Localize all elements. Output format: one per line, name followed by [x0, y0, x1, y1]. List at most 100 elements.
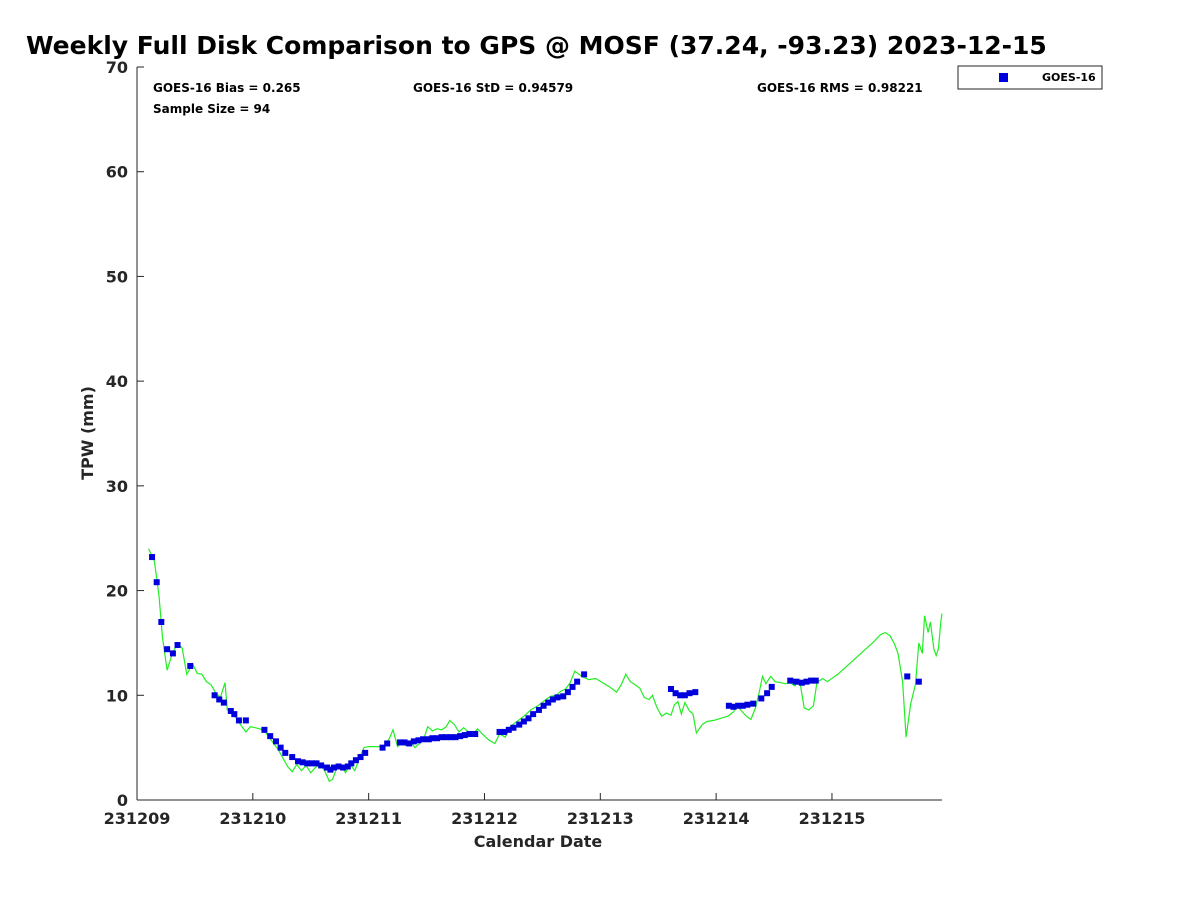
goes16-point: [164, 646, 171, 653]
goes16-point: [581, 671, 588, 678]
bias-stat: GOES-16 Bias = 0.265: [153, 81, 301, 95]
legend-box: [957, 65, 1103, 90]
x-axis-label: Calendar Date: [474, 832, 603, 851]
goes16-point: [327, 766, 334, 773]
goes16-series: [149, 554, 922, 773]
goes16-point: [344, 763, 351, 770]
goes16-point: [410, 738, 417, 745]
goes16-point: [295, 758, 301, 765]
x-tick-label: 231212: [451, 809, 518, 828]
goes16-point: [216, 696, 223, 703]
goes16-point: [560, 693, 567, 700]
goes16-point: [793, 678, 800, 685]
goes16-point: [530, 711, 537, 718]
goes16-point: [447, 734, 454, 741]
goes16-point: [496, 728, 503, 735]
goes16-point: [569, 683, 576, 690]
goes16-point: [466, 731, 473, 738]
std-stat: GOES-16 StD = 0.94579: [413, 81, 573, 95]
goes16-point: [725, 702, 732, 709]
goes16-point: [401, 739, 408, 746]
goes16-point: [787, 677, 794, 684]
goes16-point: [443, 734, 450, 741]
goes16-point: [323, 764, 330, 771]
goes16-point: [362, 749, 369, 756]
goes16-point: [335, 763, 342, 770]
goes16-point: [803, 678, 810, 685]
goes16-point: [764, 690, 771, 697]
goes16-point: [420, 736, 427, 743]
goes16-point: [505, 726, 512, 733]
y-tick-label: 50: [106, 267, 128, 286]
goes16-point: [340, 764, 347, 771]
goes16-point: [174, 642, 181, 649]
goes16-point: [231, 711, 238, 718]
goes16-point: [227, 707, 234, 714]
goes16-point: [758, 695, 765, 702]
goes16-point: [692, 689, 699, 696]
goes16-point: [304, 760, 311, 767]
goes16-point: [904, 673, 911, 680]
legend: GOES-16: [957, 65, 1103, 90]
goes16-point: [357, 754, 364, 761]
gps-series: [148, 548, 943, 783]
goes16-point: [272, 738, 279, 745]
y-tick-label: 0: [117, 791, 128, 810]
goes16-point: [384, 740, 391, 747]
goes16-point: [318, 762, 325, 769]
gps-line: [148, 548, 943, 783]
y-tick-label: 10: [106, 686, 128, 705]
x-tick-label: 231213: [567, 809, 634, 828]
goes16-point: [501, 728, 508, 735]
goes16-point: [261, 726, 268, 733]
goes16-point: [686, 690, 693, 697]
sample-size-stat: Sample Size = 94: [153, 102, 270, 116]
goes16-point: [545, 699, 552, 706]
goes16-point: [330, 764, 337, 771]
goes16-point: [299, 759, 306, 766]
legend-marker: [999, 73, 1008, 82]
goes16-point: [739, 702, 746, 709]
goes16-point: [667, 686, 674, 693]
plot-area: [137, 67, 942, 800]
goes16-point: [379, 744, 386, 751]
goes16-point: [267, 733, 274, 740]
goes16-point: [677, 692, 684, 699]
goes16-point: [425, 736, 432, 743]
goes16-point: [516, 721, 523, 728]
goes16-point: [461, 732, 468, 739]
goes16-point: [457, 733, 464, 740]
x-tick-label: 231214: [683, 809, 750, 828]
goes16-point: [158, 618, 165, 625]
goes16-point: [520, 718, 527, 725]
goes16-point: [396, 739, 403, 746]
y-tick-label: 60: [106, 163, 128, 182]
goes16-point: [415, 737, 422, 744]
goes16-point: [211, 692, 218, 699]
goes16-point: [574, 678, 581, 685]
goes16-point: [438, 734, 445, 741]
goes16-point: [730, 703, 737, 710]
goes16-point: [735, 702, 742, 709]
goes16-point: [768, 683, 775, 690]
goes16-point: [535, 706, 542, 713]
x-tick-label: 231209: [104, 809, 171, 828]
goes16-point: [472, 731, 479, 738]
goes16-point: [406, 740, 413, 747]
y-tick-label: 30: [106, 477, 128, 496]
goes16-point: [554, 694, 561, 701]
goes16-point: [235, 717, 242, 724]
goes16-point: [798, 679, 805, 686]
goes16-point: [812, 677, 819, 684]
goes16-point: [433, 735, 440, 742]
goes16-point: [289, 754, 296, 761]
x-tick-label: 231211: [335, 809, 402, 828]
goes16-point: [808, 677, 815, 684]
goes16-point: [313, 760, 320, 767]
x-ticks: 231209 231210 231211 231212 231213 231214 2312…: [104, 793, 865, 828]
goes16-point: [242, 717, 249, 724]
legend-label: GOES-16: [1042, 71, 1096, 84]
goes16-point: [187, 662, 194, 669]
y-ticks: 0 10 20 30 40 50 60 70: [106, 58, 144, 810]
